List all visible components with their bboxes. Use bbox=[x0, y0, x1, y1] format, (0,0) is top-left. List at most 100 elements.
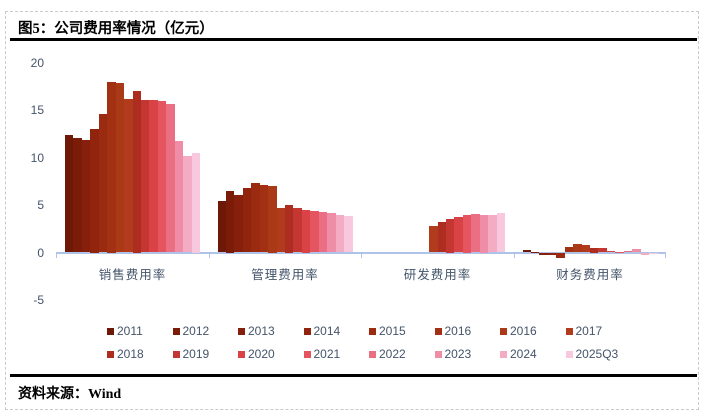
legend-swatch-2015 bbox=[369, 327, 376, 335]
bar-2024-销售费用率 bbox=[183, 155, 192, 253]
legend-item-2014: 2014 bbox=[303, 324, 341, 338]
legend-item-2022: 2022 bbox=[369, 347, 406, 361]
legend-swatch-2012 bbox=[172, 327, 180, 335]
bar-2020-销售费用率 bbox=[149, 99, 158, 253]
legend-swatch-2017 bbox=[565, 327, 573, 335]
bar-2019-研发费用率 bbox=[445, 219, 455, 253]
category-label-管理费用率: 管理费用率 bbox=[251, 268, 319, 282]
legend-swatch-2014 bbox=[303, 327, 311, 335]
legend-swatch-2011 bbox=[107, 327, 114, 335]
bar-2025Q3-研发费用率 bbox=[496, 212, 505, 253]
legend-label-2022: 2022 bbox=[379, 347, 406, 361]
bar-2017-销售费用率 bbox=[124, 98, 133, 253]
bar-2025Q3-管理费用率 bbox=[344, 216, 353, 253]
bar-2023-管理费用率 bbox=[327, 212, 336, 253]
legend-item-2013: 2013 bbox=[238, 324, 275, 338]
bar-2011-财务费用率 bbox=[522, 249, 531, 253]
y-tick-label: 20 bbox=[30, 55, 44, 70]
bar-2019-管理费用率 bbox=[293, 207, 302, 253]
legend-item-2016: 2016 bbox=[500, 324, 537, 338]
legend-label-2016: 2016 bbox=[510, 324, 537, 338]
bar-2024-财务费用率 bbox=[640, 252, 650, 255]
x-axis-tick bbox=[665, 253, 666, 258]
x-axis-tick bbox=[56, 253, 57, 258]
category-label-销售费用率: 销售费用率 bbox=[98, 268, 167, 282]
legend-label-2024: 2024 bbox=[510, 347, 537, 361]
legend-label-2013: 2013 bbox=[248, 324, 275, 338]
bar-2025Q3-财务费用率 bbox=[649, 252, 658, 253]
bar-2018-财务费用率 bbox=[590, 247, 599, 253]
legend-swatch-2022 bbox=[369, 350, 376, 358]
bar-2017-财务费用率 bbox=[581, 244, 590, 253]
legend-item-2015: 2015 bbox=[369, 324, 406, 338]
bar-2011-管理费用率 bbox=[217, 201, 226, 253]
legend-label-2020: 2020 bbox=[248, 347, 275, 361]
bar-2022-财务费用率 bbox=[623, 250, 633, 253]
bar-2023-销售费用率 bbox=[174, 141, 184, 253]
legend-swatch-2024 bbox=[500, 350, 507, 358]
legend-item-2012: 2012 bbox=[172, 324, 210, 338]
legend-label-2015: 2015 bbox=[379, 324, 406, 338]
bar-2016-销售费用率 bbox=[115, 83, 125, 253]
legend-item-2025Q3: 2025Q3 bbox=[565, 347, 619, 361]
bar-2016-财务费用率 bbox=[564, 246, 574, 253]
bar-2024-研发费用率 bbox=[488, 215, 497, 253]
x-axis-line bbox=[56, 252, 666, 254]
legend-swatch-2023 bbox=[434, 350, 442, 358]
legend-label-2023: 2023 bbox=[444, 347, 472, 361]
source-label: 资料来源：Wind bbox=[18, 387, 122, 402]
legend-item-2021: 2021 bbox=[303, 347, 341, 361]
x-axis-tick bbox=[513, 253, 515, 258]
legend-swatch-2021 bbox=[303, 350, 311, 358]
bar-2014-管理费用率 bbox=[242, 187, 252, 253]
bar-2013-财务费用率 bbox=[539, 252, 548, 256]
category-label-研发费用率: 研发费用率 bbox=[403, 268, 472, 282]
title-divider-rule bbox=[10, 38, 697, 41]
bar-2020-研发费用率 bbox=[454, 217, 463, 253]
bar-2015-销售费用率 bbox=[98, 113, 108, 253]
footer-divider-rule bbox=[10, 374, 697, 377]
bar-2014-财务费用率 bbox=[547, 252, 557, 256]
legend-item-2016: 2016 bbox=[434, 324, 471, 338]
bar-2021-管理费用率 bbox=[310, 210, 319, 253]
y-tick-label: 15 bbox=[30, 103, 44, 117]
bar-2025Q3-销售费用率 bbox=[191, 152, 200, 253]
bar-2012-管理费用率 bbox=[225, 190, 235, 253]
bar-2011-销售费用率 bbox=[65, 134, 74, 253]
bar-2024-管理费用率 bbox=[335, 215, 345, 253]
bar-2022-研发费用率 bbox=[471, 213, 480, 253]
legend-swatch-2013 bbox=[238, 327, 245, 335]
legend-item-2023: 2023 bbox=[434, 347, 472, 361]
bar-2021-销售费用率 bbox=[157, 101, 167, 253]
legend-label-2018: 2018 bbox=[117, 347, 144, 361]
legend-swatch-2025Q3 bbox=[565, 350, 573, 358]
bar-2016-销售费用率 bbox=[107, 81, 116, 253]
bar-2020-管理费用率 bbox=[301, 209, 311, 253]
legend-item-2024: 2024 bbox=[500, 347, 537, 361]
bar-2016-管理费用率 bbox=[259, 185, 269, 253]
bar-2018-销售费用率 bbox=[132, 91, 141, 253]
legend-label-2011: 2011 bbox=[117, 324, 143, 338]
legend-label-2019: 2019 bbox=[182, 347, 210, 361]
bar-2015-管理费用率 bbox=[251, 183, 260, 253]
category-label-财务费用率: 财务费用率 bbox=[556, 268, 624, 282]
legend-item-2018: 2018 bbox=[107, 347, 144, 361]
bar-2021-研发费用率 bbox=[462, 214, 472, 253]
legend-label-2014: 2014 bbox=[313, 324, 341, 338]
legend-label-2025Q3: 2025Q3 bbox=[575, 347, 619, 361]
bar-2015-财务费用率 bbox=[556, 252, 565, 258]
legend-swatch-2018 bbox=[107, 350, 114, 358]
legend-label-2021: 2021 bbox=[313, 347, 341, 361]
bar-2020-财务费用率 bbox=[606, 251, 616, 253]
bar-2022-管理费用率 bbox=[318, 211, 328, 253]
bar-2012-销售费用率 bbox=[73, 137, 82, 253]
bar-2019-销售费用率 bbox=[140, 99, 150, 253]
legend-item-2020: 2020 bbox=[238, 347, 275, 361]
legend-label-2012: 2012 bbox=[182, 324, 210, 338]
bar-2014-销售费用率 bbox=[90, 129, 99, 253]
chart-title: 图5：公司费用率情况（亿元） bbox=[18, 21, 214, 37]
bar-2013-销售费用率 bbox=[81, 140, 91, 253]
legend-item-2017: 2017 bbox=[565, 324, 602, 338]
